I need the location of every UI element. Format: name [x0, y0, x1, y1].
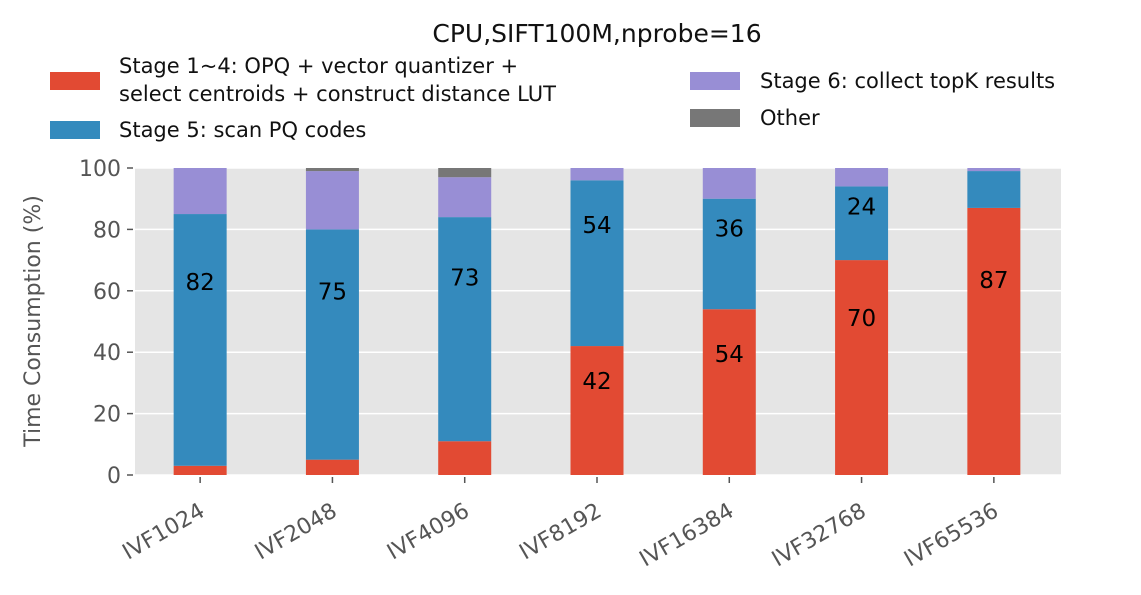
- bar-segment: [438, 177, 492, 218]
- bar-value-label: 82: [186, 270, 215, 296]
- x-tick-label: IVF2048: [251, 499, 342, 566]
- legend-label-stage-6: Stage 6: collect topK results: [760, 69, 1055, 93]
- y-axis: 0 20 40 60 80 100: [79, 157, 133, 489]
- bar-segment: [438, 441, 492, 475]
- bar-segment: [305, 229, 359, 460]
- bar-segment: [438, 217, 492, 442]
- bar-segment: [835, 260, 889, 475]
- bar-value-label: 54: [715, 342, 744, 368]
- y-tick-label: 0: [107, 464, 121, 489]
- x-tick-label: IVF4096: [383, 499, 474, 566]
- bar-segment: [967, 207, 1021, 475]
- bar-value-label: 73: [450, 266, 479, 292]
- y-tick-label: 40: [93, 341, 121, 366]
- bars: [173, 168, 1021, 475]
- bar-value-label: 24: [847, 194, 876, 220]
- x-axis: IVF1024 IVF2048 IVF4096 IVF8192 IVF16384 IVF3…: [119, 477, 1003, 572]
- bar-segment: [967, 168, 1021, 172]
- bar-segment: [305, 459, 359, 475]
- x-tick-label: IVF8192: [515, 499, 606, 566]
- legend-label-stage-1-4-line2: select centroids + construct distance LU…: [119, 82, 556, 106]
- bar-segment: [570, 346, 624, 475]
- bar-value-label: 75: [318, 280, 347, 306]
- bar-segment: [570, 180, 624, 347]
- bar-segment: [305, 168, 359, 172]
- chart-title: CPU,SIFT100M,nprobe=16: [432, 19, 761, 48]
- x-tick-label: IVF16384: [636, 499, 739, 573]
- bar-segment: [173, 214, 227, 466]
- bar-segment: [702, 198, 756, 310]
- bar-segment: [702, 309, 756, 475]
- legend-swatch-stage-5: [50, 121, 100, 139]
- bar-segment: [305, 171, 359, 230]
- legend-swatch-stage-1-4: [50, 72, 100, 90]
- bar-segment: [438, 168, 492, 178]
- bar-value-label: 42: [582, 369, 611, 395]
- bar-segment: [702, 168, 756, 199]
- bar-segment: [173, 168, 227, 215]
- bar-labels: 82 75 73 42 54 54 36 70 24 87: [186, 194, 1009, 395]
- legend: Stage 1~4: OPQ + vector quantizer + sele…: [50, 54, 1055, 142]
- bar-value-label: 87: [979, 268, 1008, 294]
- y-tick-label: 60: [93, 280, 121, 305]
- bar-segment: [173, 465, 227, 475]
- legend-swatch-stage-6: [690, 72, 740, 90]
- y-axis-label: Time Consumption (%): [21, 195, 46, 448]
- legend-swatch-other: [690, 109, 740, 127]
- bar-value-label: 54: [582, 213, 611, 239]
- legend-label-stage-5: Stage 5: scan PQ codes: [119, 118, 366, 142]
- legend-label-other: Other: [760, 106, 820, 130]
- bar-value-label: 36: [715, 217, 744, 243]
- y-tick-label: 20: [93, 403, 121, 428]
- y-tick-label: 80: [93, 218, 121, 243]
- y-tick-label: 100: [79, 157, 121, 182]
- x-tick-label: IVF65536: [900, 499, 1003, 573]
- bar-value-label: 70: [847, 306, 876, 332]
- bar-segment: [835, 168, 889, 187]
- legend-label-stage-1-4-line1: Stage 1~4: OPQ + vector quantizer +: [119, 54, 518, 78]
- x-tick-label: IVF1024: [119, 499, 210, 566]
- bar-segment: [967, 171, 1021, 208]
- x-tick-label: IVF32768: [768, 499, 871, 573]
- bar-segment: [570, 168, 624, 181]
- bar-segment: [835, 186, 889, 261]
